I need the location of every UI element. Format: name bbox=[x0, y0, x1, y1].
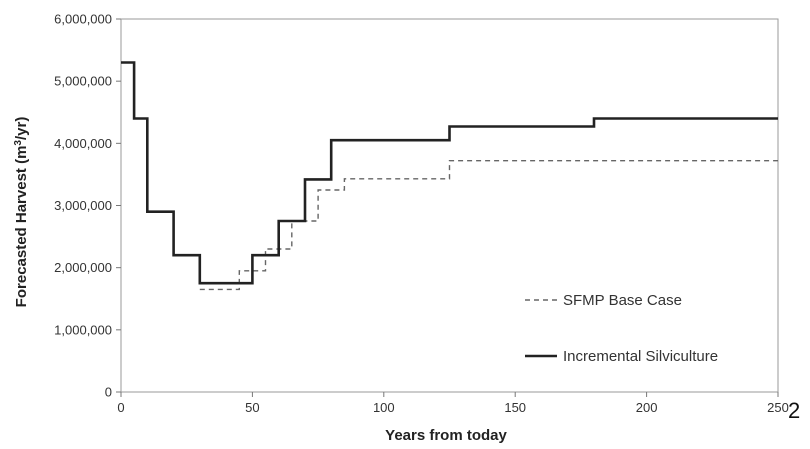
plot-area bbox=[120, 18, 779, 393]
legend-label: SFMP Base Case bbox=[563, 292, 682, 309]
series-line-incremental-silviculture bbox=[121, 61, 778, 285]
x-tick-label: 150 bbox=[504, 400, 526, 415]
x-tick-label: 250 bbox=[767, 400, 789, 415]
stray-label: 2 bbox=[788, 398, 800, 423]
y-tick-label: 4,000,000 bbox=[54, 136, 112, 151]
y-tick-label: 3,000,000 bbox=[54, 198, 112, 213]
x-axis-title: Years from today bbox=[385, 427, 507, 444]
series-line-sfmp-base-case bbox=[199, 159, 778, 291]
y-axis-title: Forecasted Harvest (m3/yr) bbox=[13, 117, 31, 308]
legend-label: Incremental Silviculture bbox=[563, 348, 718, 365]
y-tick-label: 6,000,000 bbox=[54, 12, 112, 27]
y-tick-label: 2,000,000 bbox=[54, 260, 112, 275]
legend: SFMP Base Case Incremental Silviculture bbox=[525, 292, 718, 365]
plot-frame bbox=[120, 18, 779, 393]
y-tick-label: 1,000,000 bbox=[54, 322, 112, 337]
y-tick-label: 5,000,000 bbox=[54, 74, 112, 89]
series-layer bbox=[121, 61, 778, 291]
y-tick-label: 0 bbox=[105, 385, 112, 400]
x-tick-label: 50 bbox=[245, 400, 259, 415]
x-tick-label: 0 bbox=[117, 400, 124, 415]
x-tick-label: 100 bbox=[373, 400, 395, 415]
x-tick-label: 200 bbox=[636, 400, 658, 415]
axes: 0 1,000,000 2,000,000 3,000,000 4,000,000 5,0… bbox=[54, 12, 789, 416]
